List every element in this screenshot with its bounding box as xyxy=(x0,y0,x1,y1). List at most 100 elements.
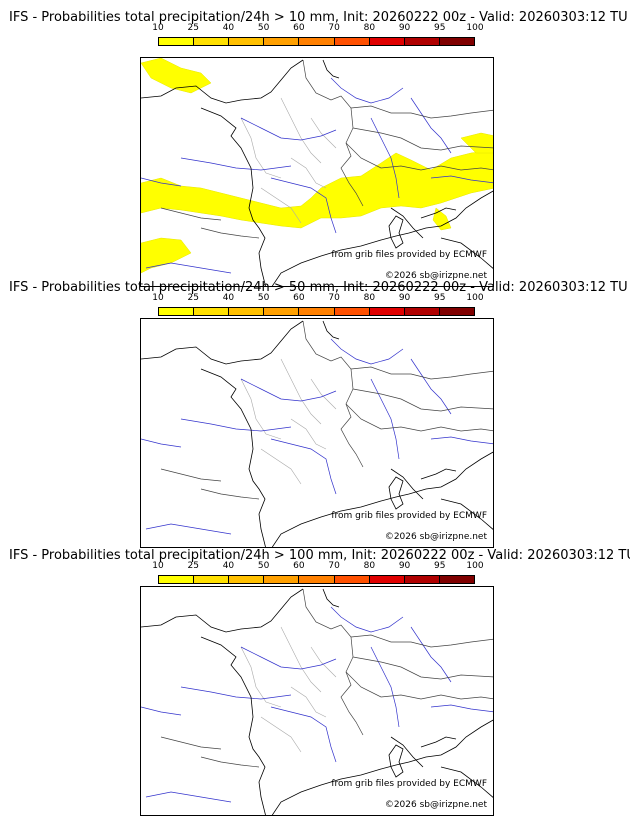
river-line xyxy=(270,706,337,763)
river-line xyxy=(410,97,452,154)
colorbar-tick-label: 60 xyxy=(293,561,305,571)
colorbar-segment xyxy=(334,38,370,45)
colorbar-tick-label: 100 xyxy=(466,561,484,571)
country-border xyxy=(302,588,364,736)
admin-boundary xyxy=(280,358,322,425)
river-line xyxy=(240,378,337,402)
coastline xyxy=(141,320,304,365)
admin-boundary xyxy=(290,418,327,450)
copyright-text: ©2026 sb@irizpne.net xyxy=(384,271,487,281)
river-line xyxy=(270,177,337,234)
coastline xyxy=(322,588,340,608)
country-border xyxy=(302,320,364,468)
river-line xyxy=(330,338,404,365)
colorbar-tick-label: 25 xyxy=(187,293,199,303)
panel-title: IFS - Probabilities total precipitation/… xyxy=(9,548,630,563)
country-border xyxy=(345,671,493,700)
country-border xyxy=(345,142,493,171)
map-drawing xyxy=(141,320,493,547)
admin-boundary xyxy=(290,157,327,189)
country-border xyxy=(350,634,493,648)
admin-boundary xyxy=(290,686,327,718)
colorbar-tick-label: 70 xyxy=(328,293,340,303)
country-border xyxy=(352,656,493,680)
map-frame: from grib files provided by ECMWF ©2026 … xyxy=(140,586,494,816)
colorbar-segment xyxy=(159,38,195,45)
river-line xyxy=(141,177,182,187)
coastline xyxy=(420,468,457,480)
coastline xyxy=(420,207,457,219)
coastline xyxy=(141,59,304,104)
colorbar-tick-label: 100 xyxy=(466,293,484,303)
coastline xyxy=(440,498,493,530)
country-border xyxy=(200,227,260,239)
colorbar-tick-label: 25 xyxy=(187,23,199,33)
river-line xyxy=(370,378,400,460)
colorbar-segment xyxy=(299,576,335,583)
colorbar-tick-label: 60 xyxy=(293,23,305,33)
river-line xyxy=(330,77,404,104)
colorbar-tick-label: 40 xyxy=(222,293,235,303)
colorbar-segment xyxy=(299,38,335,45)
river-line xyxy=(270,438,337,495)
colorbar-tick-label: 10 xyxy=(152,293,164,303)
copyright-text: ©2026 sb@irizpne.net xyxy=(384,800,487,810)
map-frame: from grib files provided by ECMWF ©2026 … xyxy=(140,318,494,548)
admin-boundary xyxy=(240,378,282,440)
coastline xyxy=(440,237,493,269)
coastline xyxy=(420,736,457,748)
coastline xyxy=(200,636,266,815)
colorbar-segment xyxy=(404,576,440,583)
colorbar-tick-label: 40 xyxy=(222,23,235,33)
colorbar-segment xyxy=(194,576,230,583)
colorbar-segment xyxy=(229,38,265,45)
colorbar-segment xyxy=(264,576,300,583)
colorbar xyxy=(158,37,475,46)
river-line xyxy=(430,704,493,713)
coastline xyxy=(271,190,493,286)
river-line xyxy=(145,262,232,274)
colorbar-segment xyxy=(404,308,440,315)
river-line xyxy=(410,626,452,683)
colorbar-segment xyxy=(369,308,405,315)
admin-boundary xyxy=(310,378,337,410)
colorbar-segment xyxy=(404,38,440,45)
coastline xyxy=(141,588,304,633)
admin-boundary xyxy=(310,117,337,149)
country-border xyxy=(350,105,493,119)
river-line xyxy=(430,436,493,445)
map-drawing xyxy=(141,58,493,286)
river-line xyxy=(410,358,452,415)
map-panel-100mm: IFS - Probabilities total precipitation/… xyxy=(0,548,630,816)
credit-text: from grib files provided by ECMWF xyxy=(331,779,487,789)
colorbar-tick-label: 80 xyxy=(363,23,376,33)
precipitation-area xyxy=(141,149,493,229)
colorbar-tick-label: 25 xyxy=(187,561,199,571)
coastline xyxy=(390,468,424,500)
country-border xyxy=(352,388,493,412)
country-border xyxy=(160,736,222,750)
country-border xyxy=(352,127,493,151)
country-border xyxy=(200,756,260,768)
coastline xyxy=(271,719,493,815)
country-border xyxy=(160,468,222,482)
colorbar-tick-label: 80 xyxy=(363,293,376,303)
colorbar-tick-label: 10 xyxy=(152,561,164,571)
river-line xyxy=(370,646,400,728)
coastline xyxy=(322,320,340,340)
colorbar xyxy=(158,575,475,584)
admin-boundary xyxy=(240,646,282,708)
coastline xyxy=(440,766,493,798)
colorbar-tick-label: 90 xyxy=(398,561,411,571)
colorbar-segment xyxy=(439,38,474,45)
country-border xyxy=(345,403,493,432)
coastline xyxy=(322,59,340,79)
colorbar-tick-label: 100 xyxy=(466,23,484,33)
colorbar-segment xyxy=(299,308,335,315)
colorbar-tick-label: 50 xyxy=(257,293,270,303)
colorbar-segment xyxy=(369,576,405,583)
coastline xyxy=(200,368,266,547)
colorbar-segment xyxy=(229,576,265,583)
colorbar-tick-label: 50 xyxy=(257,561,270,571)
river-line xyxy=(240,117,337,141)
